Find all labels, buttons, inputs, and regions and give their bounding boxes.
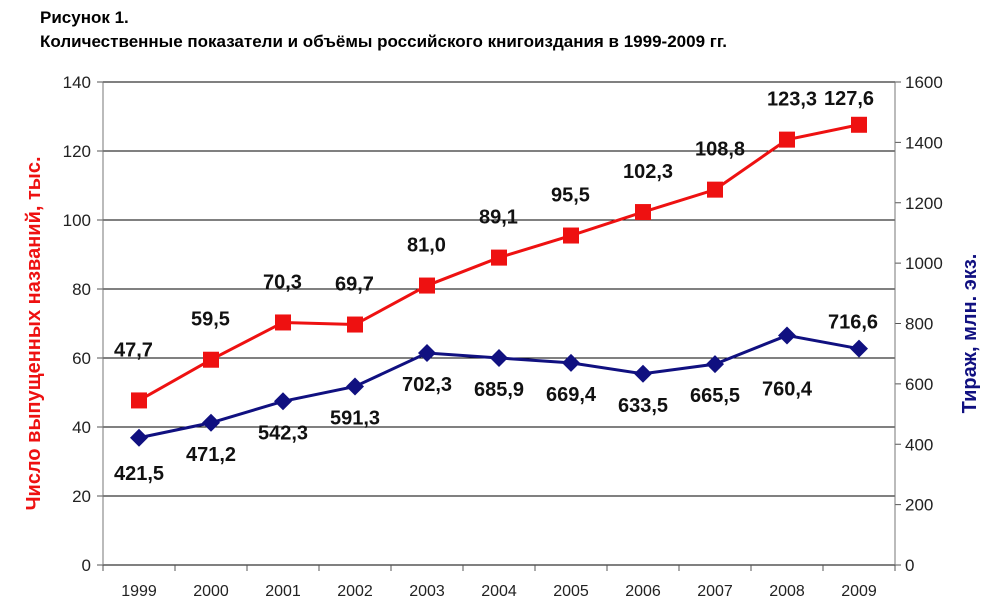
titles-data-label: 127,6 bbox=[824, 88, 874, 110]
data-labels: 47,7 59,5 70,3 69,7 81,0 89,1 95,5 102,3 108,8 12… bbox=[114, 88, 878, 485]
runs-data-label: 421,5 bbox=[114, 463, 164, 485]
titles-data-label: 123,3 bbox=[767, 89, 817, 111]
runs-point bbox=[130, 428, 148, 447]
runs-data-label: 702,3 bbox=[402, 374, 452, 396]
runs-data-label: 542,3 bbox=[258, 422, 308, 444]
x-tick-label: 2007 bbox=[697, 583, 733, 600]
left-tick-label: 40 bbox=[72, 418, 91, 437]
right-tick-label: 600 bbox=[905, 375, 933, 394]
titles-data-label: 70,3 bbox=[263, 271, 302, 293]
figure-label: Рисунок 1. bbox=[40, 8, 129, 27]
right-tick-label: 1000 bbox=[905, 254, 943, 273]
runs-point bbox=[418, 343, 436, 362]
left-tick-label: 60 bbox=[72, 349, 91, 368]
left-axis-title: Число выпущенных названий, тыс. bbox=[23, 156, 45, 510]
gridlines bbox=[103, 81, 895, 566]
runs-point bbox=[346, 377, 364, 396]
titles-data-label: 59,5 bbox=[191, 309, 230, 331]
runs-point bbox=[706, 355, 724, 374]
titles-point bbox=[419, 277, 435, 294]
runs-data-label: 716,6 bbox=[828, 312, 878, 334]
left-tick-label: 20 bbox=[72, 487, 91, 506]
right-tick-label: 1200 bbox=[905, 194, 943, 213]
runs-point bbox=[202, 413, 220, 432]
x-tick-label: 2004 bbox=[481, 583, 517, 600]
runs-data-label: 665,5 bbox=[690, 385, 740, 407]
titles-point bbox=[707, 181, 723, 198]
axes: 0204060801001201400200400600800100012001… bbox=[23, 73, 981, 600]
titles-point bbox=[491, 249, 507, 266]
titles-point bbox=[275, 314, 291, 331]
x-tick-label: 2003 bbox=[409, 583, 445, 600]
runs-point bbox=[850, 339, 868, 358]
x-tick-label: 2009 bbox=[841, 583, 877, 600]
runs-data-label: 591,3 bbox=[330, 408, 380, 430]
right-tick-label: 200 bbox=[905, 496, 933, 515]
titles-point bbox=[203, 351, 219, 368]
x-tick-label: 2008 bbox=[769, 583, 805, 600]
right-tick-label: 800 bbox=[905, 315, 933, 334]
runs-point bbox=[274, 392, 292, 411]
left-tick-label: 120 bbox=[63, 142, 91, 161]
titles-point bbox=[851, 116, 867, 133]
chart-title: Количественные показатели и объёмы росси… bbox=[40, 32, 727, 51]
left-tick-label: 140 bbox=[63, 73, 91, 92]
titles-point bbox=[635, 204, 651, 221]
titles-point bbox=[563, 227, 579, 244]
titles-data-label: 47,7 bbox=[114, 339, 153, 361]
runs-point bbox=[778, 326, 796, 345]
right-tick-label: 400 bbox=[905, 435, 933, 454]
x-tick-label: 2006 bbox=[625, 583, 661, 600]
titles-point bbox=[779, 131, 795, 148]
left-tick-label: 80 bbox=[72, 280, 91, 299]
titles-data-label: 89,1 bbox=[479, 207, 518, 229]
titles-point bbox=[347, 316, 363, 333]
runs-data-label: 760,4 bbox=[762, 378, 813, 400]
runs-data-label: 685,9 bbox=[474, 379, 524, 401]
runs-point bbox=[490, 348, 508, 367]
left-tick-label: 100 bbox=[63, 211, 91, 230]
titles-data-label: 81,0 bbox=[407, 235, 446, 257]
right-tick-label: 0 bbox=[905, 556, 914, 575]
x-tick-label: 2000 bbox=[193, 583, 229, 600]
x-tick-label: 2001 bbox=[265, 583, 301, 600]
titles-data-label: 95,5 bbox=[551, 185, 590, 207]
runs-data-label: 633,5 bbox=[618, 395, 668, 417]
figure-caption: Рисунок 1. Количественные показатели и о… bbox=[40, 6, 727, 54]
right-tick-label: 1400 bbox=[905, 133, 943, 152]
titles-point bbox=[131, 392, 147, 409]
series bbox=[130, 116, 868, 447]
runs-data-label: 669,4 bbox=[546, 384, 597, 406]
right-tick-label: 1600 bbox=[905, 73, 943, 92]
titles-data-label: 102,3 bbox=[623, 161, 673, 183]
runs-data-label: 471,2 bbox=[186, 444, 236, 466]
x-tick-label: 2002 bbox=[337, 583, 373, 600]
titles-data-label: 69,7 bbox=[335, 274, 374, 296]
runs-point bbox=[562, 353, 580, 372]
runs-point bbox=[634, 364, 652, 383]
titles-data-label: 108,8 bbox=[695, 139, 745, 161]
x-tick-label: 2005 bbox=[553, 583, 589, 600]
right-axis-title: Тираж, млн. экз. bbox=[959, 254, 981, 414]
left-tick-label: 0 bbox=[82, 556, 91, 575]
x-tick-label: 1999 bbox=[121, 583, 157, 600]
